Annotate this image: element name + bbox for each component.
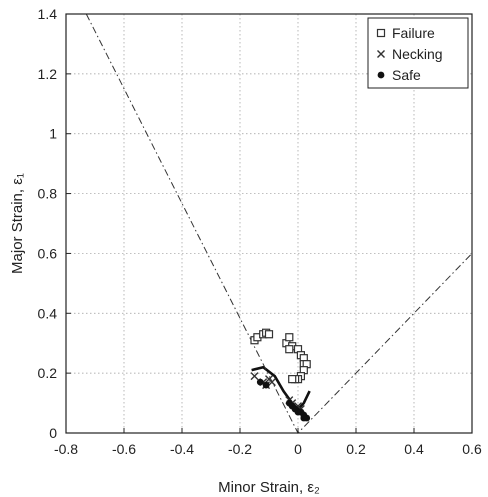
failure-point (285, 345, 294, 354)
necking-point (250, 372, 259, 381)
x-axis-label: Minor Strain, ε₂ (218, 479, 320, 496)
safe-point (256, 378, 264, 386)
plot-frame (65, 13, 473, 434)
y-tick-label: 0.8 (38, 186, 58, 202)
y-tick-label: 0.4 (38, 305, 58, 321)
x-tick-label: -0.2 (228, 441, 252, 457)
cross-stroke (250, 372, 259, 381)
x-tick-label: 0.4 (404, 441, 424, 457)
y-tick-label: 0.2 (38, 365, 58, 381)
legend: Failure Necking Safe (367, 17, 469, 89)
failure-point (264, 330, 274, 339)
y-tick-label: 1.4 (38, 6, 58, 22)
y-tick-label: 1 (49, 126, 57, 142)
axis-ticks: -0.8 -0.6 -0.4 -0.2 0 0.2 0.4 0.6 0 0.2 0.4 0.6 0.8 1… (38, 6, 482, 457)
cross-stroke (267, 378, 276, 387)
legend-marker-failure (376, 28, 386, 38)
x-tick-label: 0 (294, 441, 302, 457)
cross-stroke (377, 50, 385, 58)
safe-point (300, 414, 308, 422)
necking-point (267, 378, 276, 387)
legend-marker-safe (377, 71, 385, 79)
x-tick-label: -0.6 (112, 441, 136, 457)
x-tick-label: 0.6 (462, 441, 482, 457)
grid-lines (66, 14, 472, 433)
x-tick-label: -0.8 (54, 441, 78, 457)
safe-point (262, 381, 270, 389)
series-failure (250, 328, 311, 384)
failure-point (288, 375, 297, 384)
y-tick-label: 0 (49, 425, 57, 441)
legend-label-necking: Necking (392, 46, 443, 62)
legend-label-safe: Safe (392, 67, 421, 83)
y-tick-label: 0.6 (38, 245, 58, 261)
failure-point (285, 333, 294, 342)
y-tick-label: 1.2 (38, 66, 58, 82)
x-tick-label: 0.2 (346, 441, 366, 457)
data-points (250, 328, 311, 422)
legend-marker-necking (377, 50, 385, 58)
x-tick-label: -0.4 (170, 441, 194, 457)
legend-label-failure: Failure (392, 25, 435, 41)
y-axis-label: Major Strain, ε₁ (9, 173, 26, 274)
series-safe (256, 378, 311, 422)
